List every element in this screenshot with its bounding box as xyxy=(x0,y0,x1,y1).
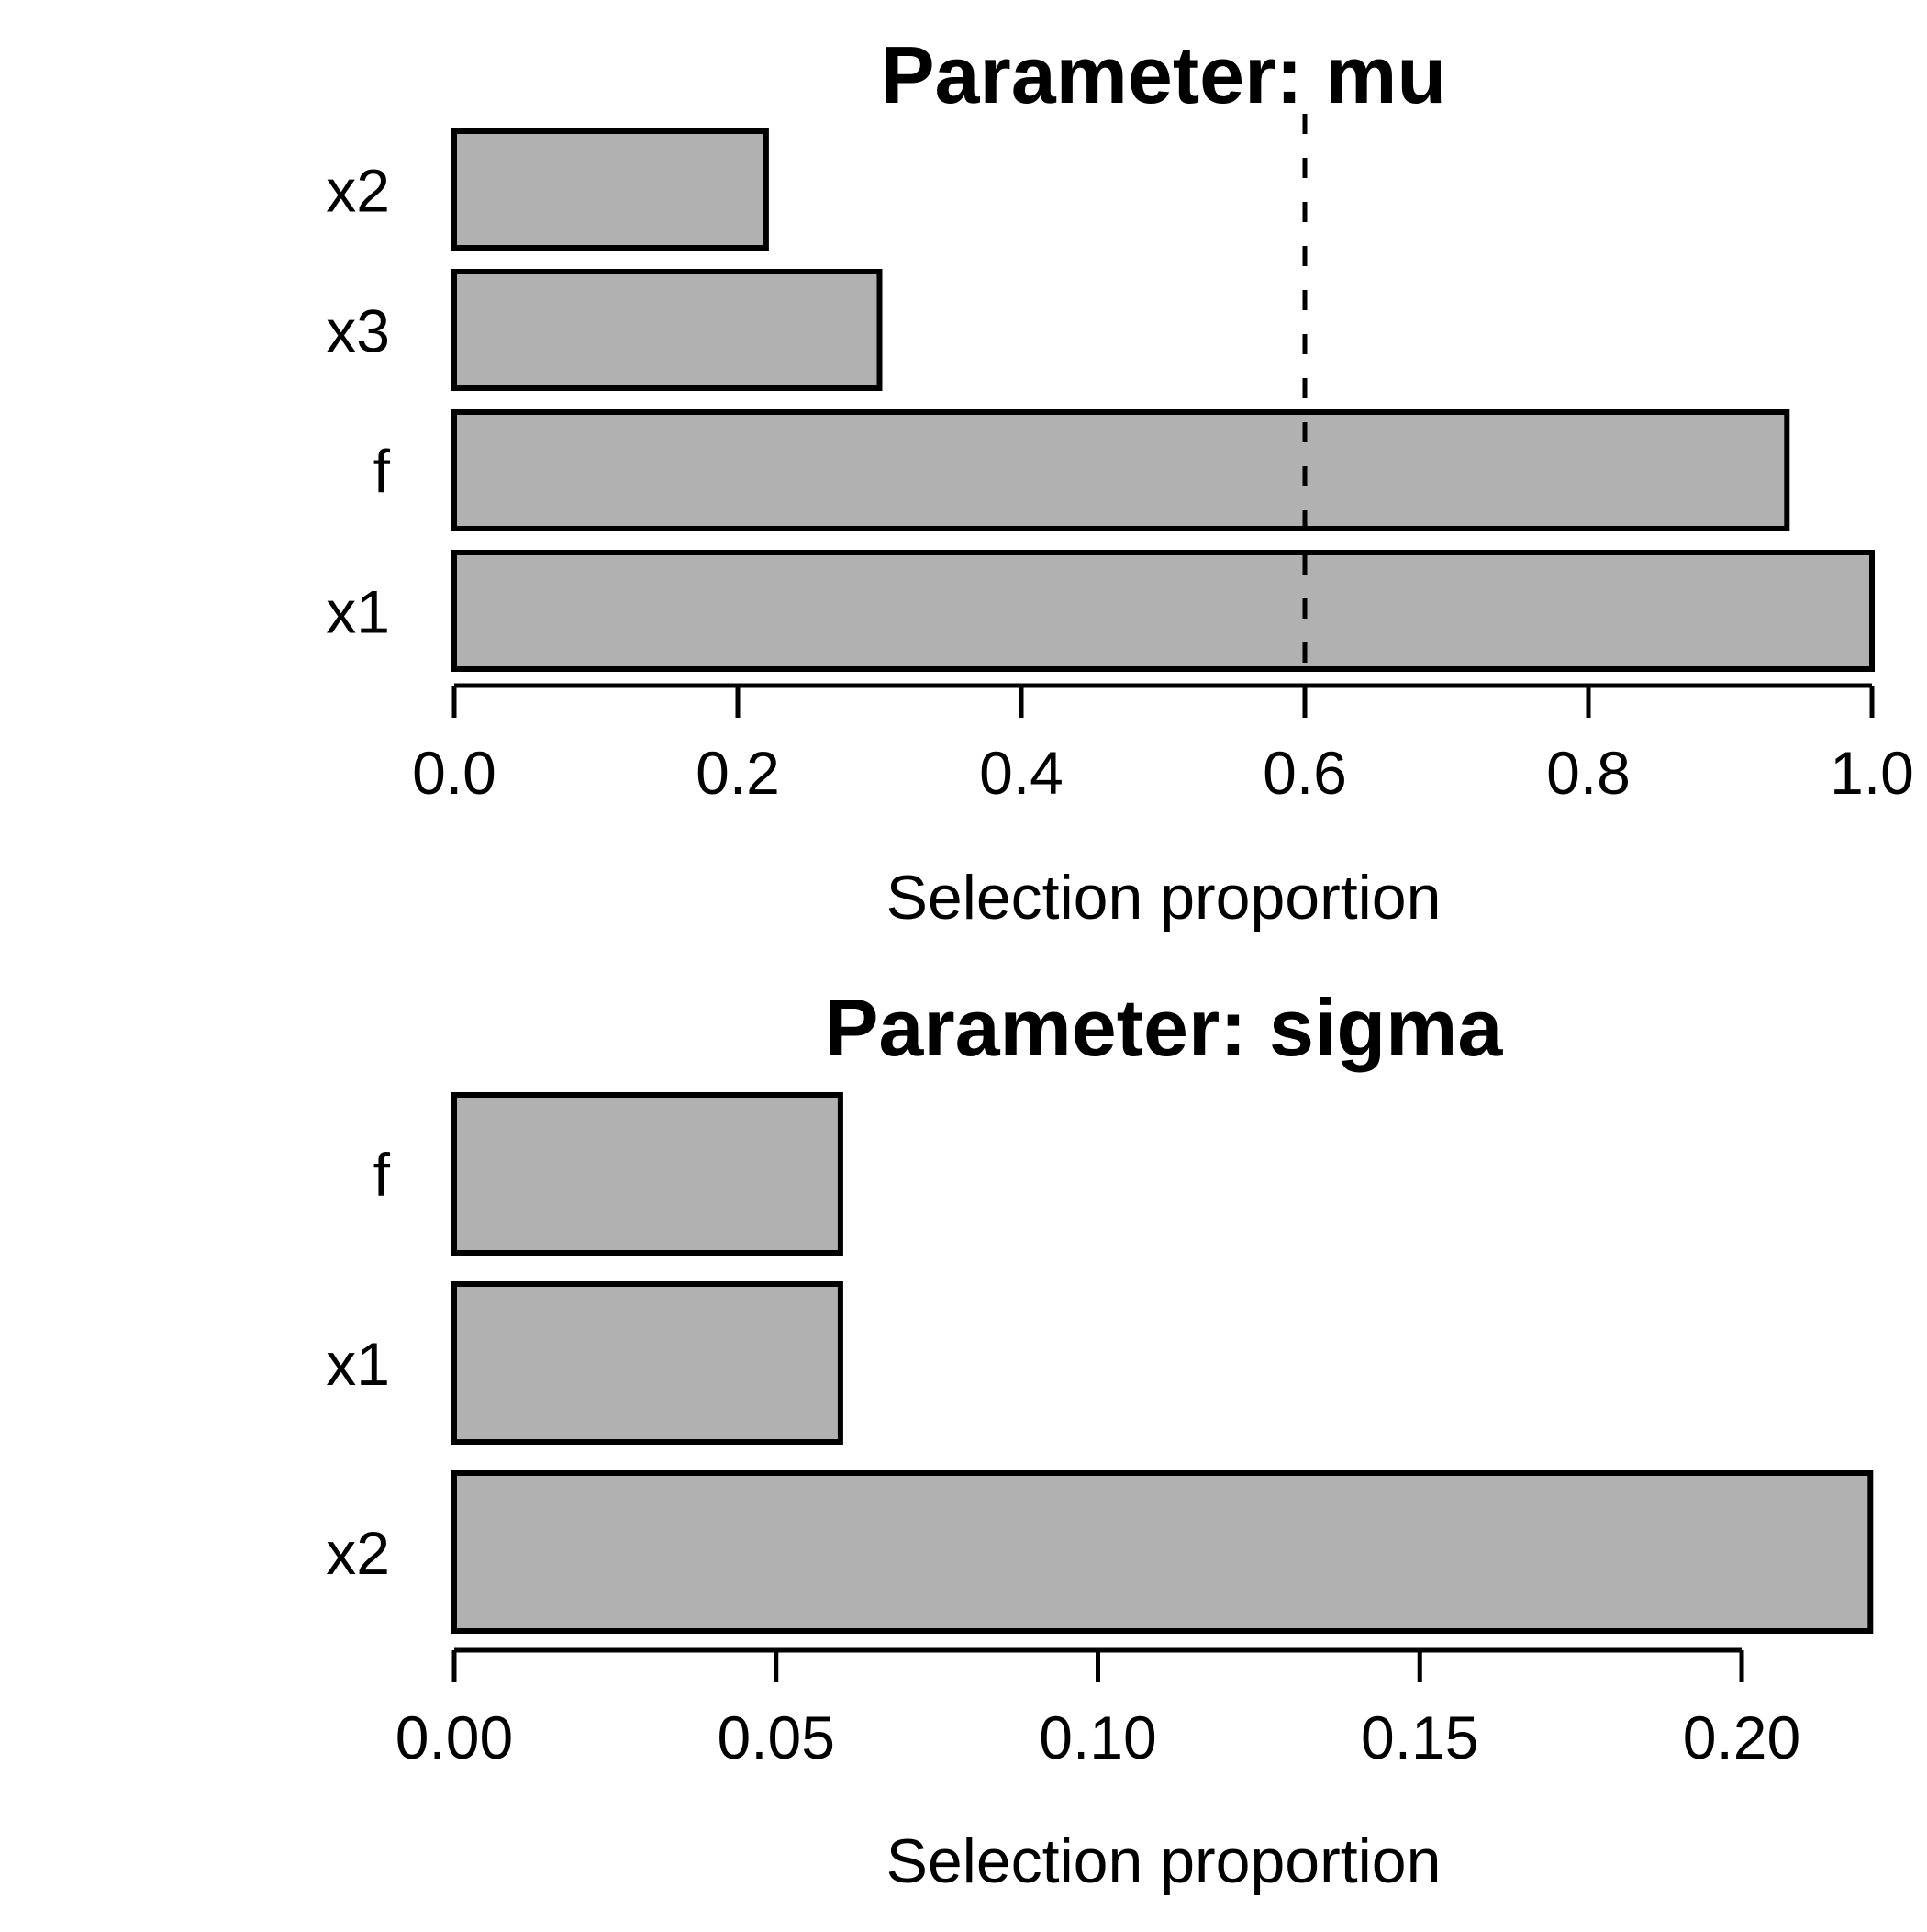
bar-x2 xyxy=(451,1470,1874,1634)
x-axis-tick-label: 0.15 xyxy=(1361,1703,1478,1771)
x-axis-tick-label: 0.10 xyxy=(1039,1703,1156,1771)
chart-mu-plot-area: x2 x3 f x1 0.0 0.2 0.4 0.6 0.8 1.0 xyxy=(326,114,1914,807)
x-axis-tick-label: 0.00 xyxy=(395,1703,513,1771)
category-label-x1: x1 xyxy=(326,578,390,646)
x-axis-tick-label: 0.4 xyxy=(979,739,1064,807)
category-label-x3: x3 xyxy=(326,297,390,365)
x-axis-tick-label: 0.6 xyxy=(1263,739,1347,807)
chart-sigma-plot-area: f x1 x2 0.00 0.05 0.10 0.15 0.20 xyxy=(326,1092,1874,1771)
category-label-x2: x2 xyxy=(326,157,390,225)
x-axis-tick-label: 0.0 xyxy=(412,739,496,807)
category-label-f: f xyxy=(373,1141,391,1209)
x-axis-tick-label: 0.20 xyxy=(1683,1703,1800,1771)
chart-sigma: Parameter: sigma f x1 x2 0.00 0.05 0.10 0.15 0.… xyxy=(326,982,1874,1896)
chart-mu-title: Parameter: mu xyxy=(881,29,1446,120)
category-label-x2: x2 xyxy=(326,1519,390,1587)
chart-sigma-title: Parameter: sigma xyxy=(825,982,1504,1073)
x-axis-tick-label: 0.8 xyxy=(1546,739,1631,807)
bar-f xyxy=(451,409,1790,531)
bar-x3 xyxy=(451,269,883,391)
bar-f xyxy=(451,1092,843,1256)
bar-x1 xyxy=(451,1281,843,1445)
x-axis-tick-label: 0.05 xyxy=(718,1703,835,1771)
category-label-f: f xyxy=(373,438,391,506)
category-label-x1: x1 xyxy=(326,1330,390,1398)
chart-sigma-xaxis-title: Selection proportion xyxy=(886,1826,1442,1896)
bar-x1 xyxy=(451,550,1875,672)
bar-x2 xyxy=(451,128,769,251)
x-axis-tick-label: 0.2 xyxy=(696,739,780,807)
x-axis-tick-label: 1.0 xyxy=(1830,739,1914,807)
chart-mu-xaxis-title: Selection proportion xyxy=(886,863,1442,932)
